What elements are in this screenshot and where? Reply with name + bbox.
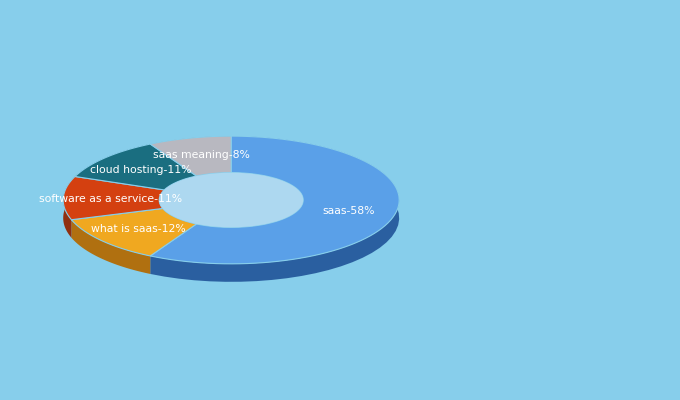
Polygon shape bbox=[75, 144, 197, 190]
Text: saas-58%: saas-58% bbox=[322, 206, 375, 216]
Polygon shape bbox=[159, 200, 303, 245]
Polygon shape bbox=[71, 220, 150, 274]
Polygon shape bbox=[150, 136, 231, 176]
Polygon shape bbox=[150, 136, 231, 162]
Ellipse shape bbox=[159, 173, 303, 227]
Polygon shape bbox=[150, 136, 399, 264]
Polygon shape bbox=[150, 136, 399, 282]
Text: what is saas-12%: what is saas-12% bbox=[90, 224, 186, 234]
Polygon shape bbox=[71, 208, 197, 256]
Text: saas meaning-8%: saas meaning-8% bbox=[153, 150, 250, 160]
Text: software as a service-11%: software as a service-11% bbox=[39, 194, 182, 204]
Polygon shape bbox=[75, 144, 150, 194]
Text: cloud hosting-11%: cloud hosting-11% bbox=[90, 165, 191, 175]
Polygon shape bbox=[63, 176, 75, 238]
Polygon shape bbox=[63, 176, 165, 220]
